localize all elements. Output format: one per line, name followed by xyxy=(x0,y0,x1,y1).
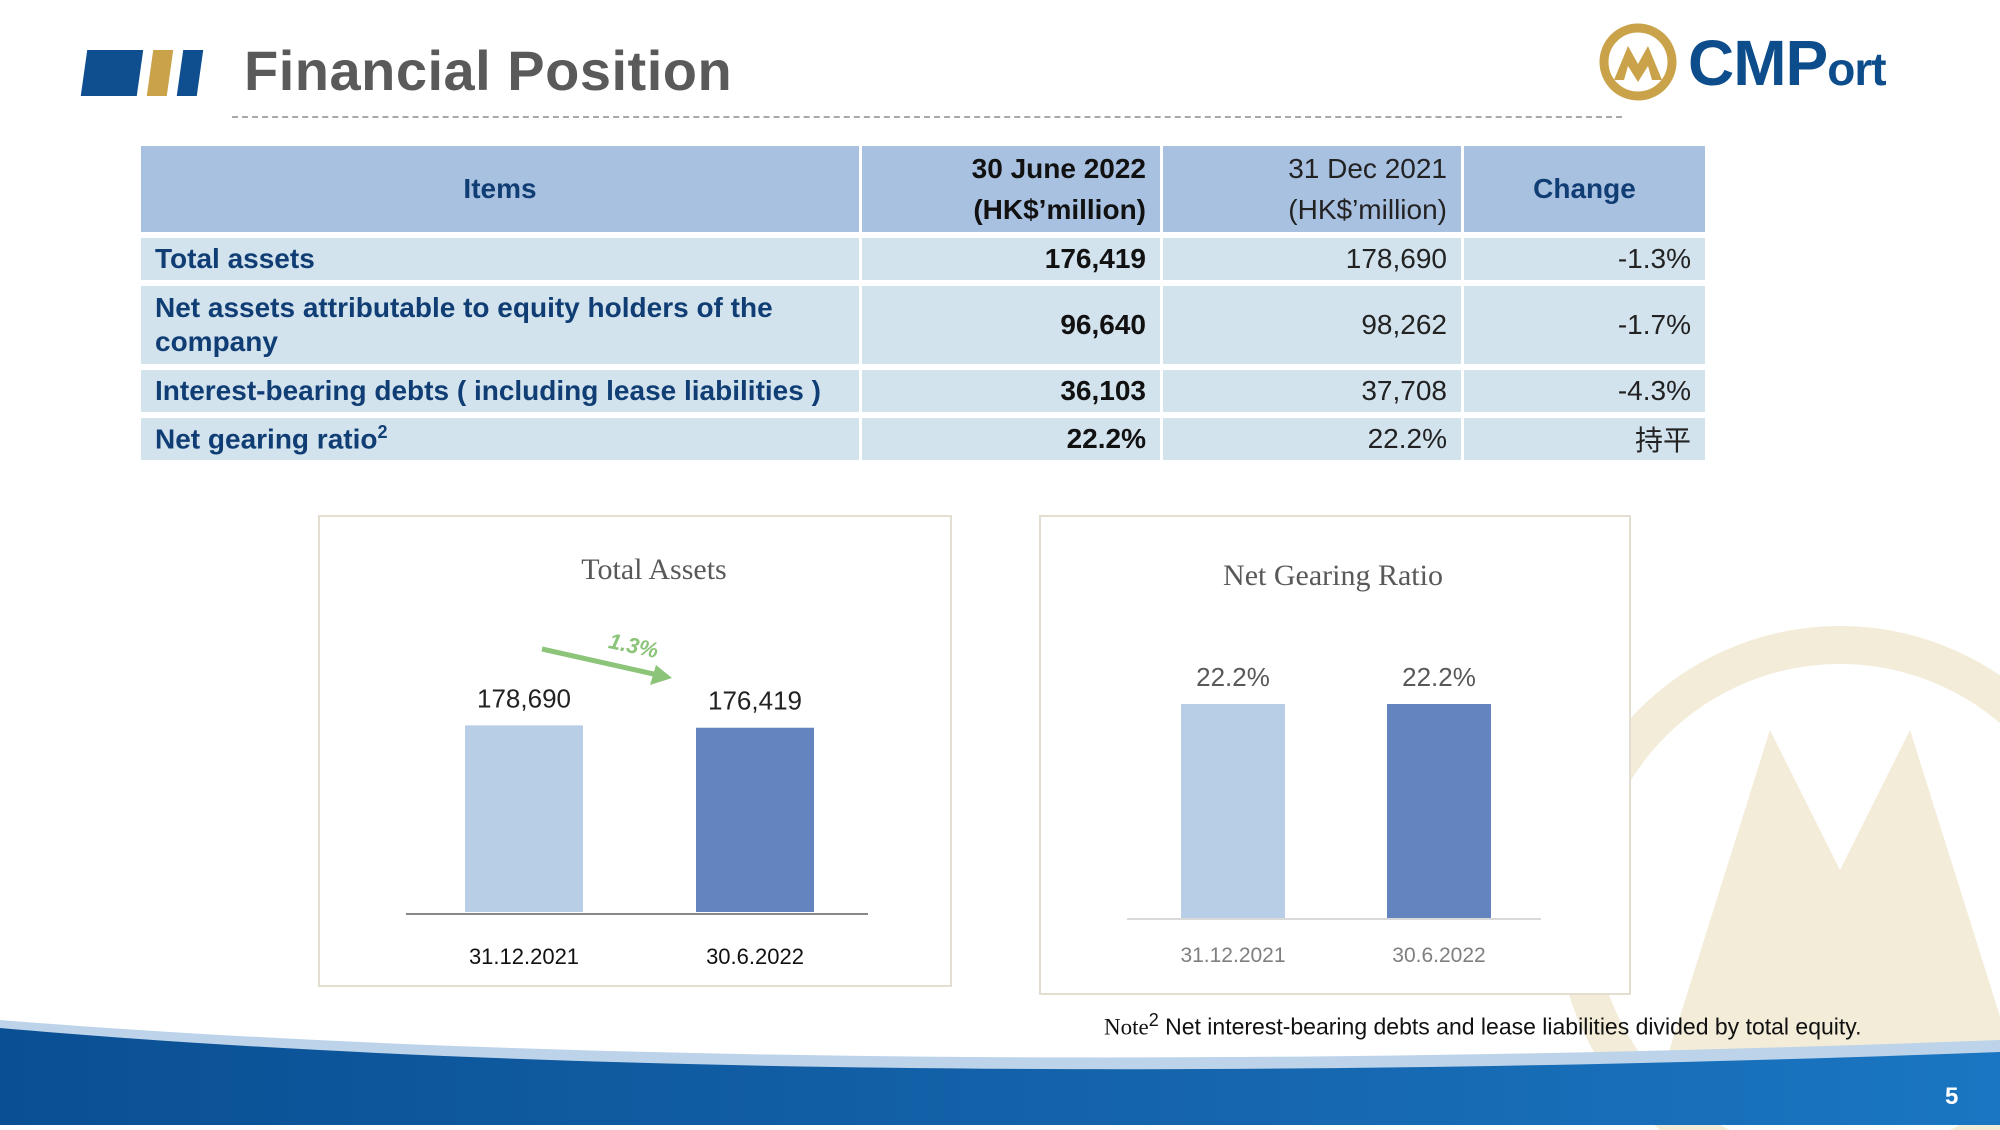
bar-31.12.2021 xyxy=(465,725,583,912)
header-current-period: 30 June 2022 (HK$’million) xyxy=(862,146,1160,232)
footnote: Note2 Net interest-bearing debts and lea… xyxy=(1104,1010,1862,1040)
net-gearing-ratio-chart: Net Gearing Ratio 22.2% 31.12.2021 22.2% 30… xyxy=(1039,515,1631,995)
trend-arrow xyxy=(541,646,672,685)
bar-30.6.2022 xyxy=(696,727,814,912)
row-previous-value: 98,262 xyxy=(1163,286,1461,364)
header-previous-period: 31 Dec 2021 (HK$’million) xyxy=(1163,146,1461,232)
header-items: Items xyxy=(141,146,859,232)
data-label: 176,419 xyxy=(708,686,802,716)
row-label: Total assets xyxy=(141,238,859,280)
tick-label: 30.6.2022 xyxy=(706,944,804,969)
logo-wordmark: CMPort xyxy=(1688,27,1887,99)
table-row: Interest-bearing debts ( including lease… xyxy=(141,370,1705,412)
row-previous-value: 37,708 xyxy=(1163,370,1461,412)
table-header-row: Items 30 June 2022 (HK$’million) 31 Dec 2… xyxy=(141,146,1705,232)
table-row: Total assets 176,419 178,690 -1.3% xyxy=(141,238,1705,280)
table-row: Net gearing ratio2 22.2% 22.2% 持平 xyxy=(141,418,1705,460)
total-assets-chart-svg: Total Assets 1.3% 178,690 31.12.2021 176,4… xyxy=(406,553,868,969)
row-label: Net gearing ratio2 xyxy=(141,418,859,460)
header-bars-icon xyxy=(80,50,204,96)
chart-title: Net Gearing Ratio xyxy=(1223,559,1443,592)
row-current-value: 176,419 xyxy=(862,238,1160,280)
row-label: Interest-bearing debts ( including lease… xyxy=(141,370,859,412)
bar-31.12.2021 xyxy=(1181,704,1285,918)
row-label-superscript: 2 xyxy=(377,422,388,443)
row-previous-value: 22.2% xyxy=(1163,418,1461,460)
row-previous-value: 178,690 xyxy=(1163,238,1461,280)
table-row: Net assets attributable to equity holder… xyxy=(141,286,1705,364)
header-divider xyxy=(232,116,1622,118)
row-change-value: -4.3% xyxy=(1464,370,1705,412)
data-label: 178,690 xyxy=(477,683,571,713)
chart-title: Total Assets xyxy=(581,553,726,586)
row-change-value: -1.7% xyxy=(1464,286,1705,364)
footer-wave xyxy=(0,1020,2000,1125)
row-label: Net assets attributable to equity holder… xyxy=(141,286,859,364)
change-annotation: 1.3% xyxy=(606,628,660,663)
page-number: 5 xyxy=(1945,1083,1959,1110)
logo-mark-icon xyxy=(1599,23,1677,101)
data-label: 22.2% xyxy=(1402,662,1476,692)
bar-30.6.2022 xyxy=(1387,704,1491,918)
page-title: Financial Position xyxy=(244,39,733,102)
row-current-value: 22.2% xyxy=(862,418,1160,460)
net-gearing-ratio-chart-svg: Net Gearing Ratio 22.2% 31.12.2021 22.2% 30… xyxy=(1127,559,1541,967)
tick-label: 31.12.2021 xyxy=(1180,944,1285,967)
row-change-value: -1.3% xyxy=(1464,238,1705,280)
total-assets-chart: Total Assets 1.3% 178,690 31.12.2021 176,4… xyxy=(318,515,952,987)
header-change: Change xyxy=(1464,146,1705,232)
tick-label: 31.12.2021 xyxy=(469,944,579,969)
tick-label: 30.6.2022 xyxy=(1392,944,1485,967)
row-current-value: 96,640 xyxy=(862,286,1160,364)
financial-position-table: Items 30 June 2022 (HK$’million) 31 Dec 2… xyxy=(138,140,1708,466)
company-logo: CMPort xyxy=(1598,22,1958,102)
data-label: 22.2% xyxy=(1196,662,1270,692)
row-current-value: 36,103 xyxy=(862,370,1160,412)
row-change-value: 持平 xyxy=(1464,418,1705,460)
